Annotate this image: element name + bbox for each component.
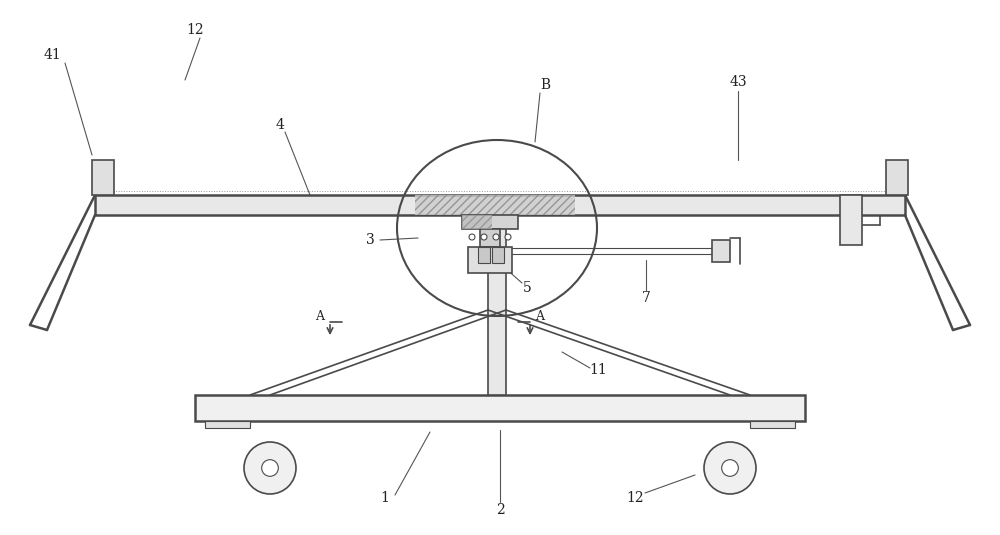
Text: 12: 12 bbox=[626, 491, 644, 505]
Bar bbox=[415, 195, 575, 215]
Circle shape bbox=[704, 442, 756, 494]
Circle shape bbox=[722, 460, 738, 476]
Bar bbox=[492, 247, 504, 263]
Text: 41: 41 bbox=[43, 48, 61, 62]
Bar bbox=[480, 229, 500, 247]
Bar bbox=[468, 247, 512, 273]
Bar bbox=[462, 215, 492, 229]
Text: 5: 5 bbox=[523, 281, 531, 295]
Text: A: A bbox=[316, 310, 324, 323]
Bar bbox=[750, 421, 795, 428]
Bar bbox=[840, 195, 862, 245]
Bar bbox=[92, 160, 114, 195]
Bar bbox=[205, 421, 250, 428]
Text: 7: 7 bbox=[642, 291, 650, 305]
Circle shape bbox=[244, 442, 296, 494]
Text: 12: 12 bbox=[186, 23, 204, 37]
Text: 3: 3 bbox=[366, 233, 374, 247]
Bar bbox=[488, 215, 506, 395]
Text: 4: 4 bbox=[276, 118, 284, 132]
Circle shape bbox=[481, 234, 487, 240]
Text: 11: 11 bbox=[589, 363, 607, 377]
Circle shape bbox=[262, 460, 278, 476]
Circle shape bbox=[493, 234, 499, 240]
Bar bbox=[886, 160, 908, 195]
Circle shape bbox=[505, 234, 511, 240]
Text: B: B bbox=[540, 78, 550, 92]
Text: 2: 2 bbox=[496, 503, 504, 517]
Bar bbox=[195, 395, 805, 421]
Bar bbox=[95, 195, 905, 215]
Text: 43: 43 bbox=[729, 75, 747, 89]
Bar bbox=[478, 247, 490, 263]
Bar bbox=[462, 215, 518, 229]
Text: 1: 1 bbox=[381, 491, 389, 505]
Text: A: A bbox=[536, 310, 544, 323]
Bar bbox=[712, 240, 730, 262]
Circle shape bbox=[469, 234, 475, 240]
